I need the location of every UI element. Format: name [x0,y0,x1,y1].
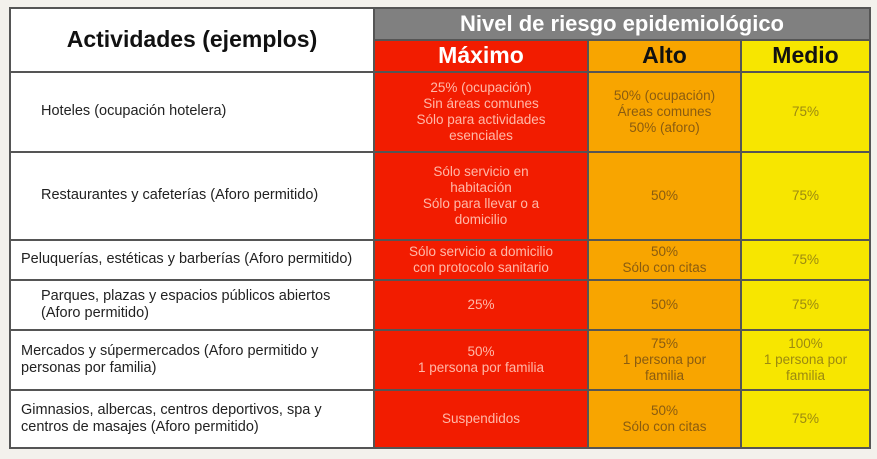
cell-line: 25% [467,296,495,312]
table-row: Peluquerías, estéticas y barberías (Afor… [9,239,872,281]
alto-cell: 50% Sólo con citas [587,389,742,449]
medio-cell: 100% 1 persona por familia [739,329,872,391]
alto-cell: 50% Sólo con citas [587,239,742,281]
table-row: Parques, plazas y espacios públicos abie… [9,279,872,331]
cell-line: 50% [650,402,679,418]
cell-line: habitación [450,179,512,195]
risk-level-header: Nivel de riesgo epidemiológico [372,7,872,41]
cell-line: Sin áreas comunes [423,95,539,111]
alto-cell: 75% 1 persona por familia [587,329,742,391]
activity-cell: Gimnasios, albercas, centros deportivos,… [9,389,375,449]
cell-line: 1 persona por [763,351,848,367]
level-maximo-header: Máximo [373,39,589,73]
activities-header: Actividades (ejemplos) [9,7,375,73]
maximo-cell: 50% 1 persona por familia [373,329,589,391]
table-row: Gimnasios, albercas, centros deportivos,… [9,389,872,449]
maximo-cell: Sólo servicio en habitación Sólo para llev… [373,151,589,241]
medio-cell: 75% [739,151,872,241]
cell-line: Suspendidos [441,410,521,426]
activity-cell: Parques, plazas y espacios públicos abie… [9,279,375,331]
alto-cell: 50% [587,279,742,331]
medio-cell: 75% [739,71,872,153]
cell-line: Sólo con citas [622,419,707,434]
activity-cell: Peluquerías, estéticas y barberías (Afor… [9,239,375,281]
activity-cell: Restaurantes y cafeterías (Aforo permiti… [9,151,375,241]
cell-line: domicilio [454,212,508,228]
cell-line: 25% (ocupación) [430,79,532,95]
medio-cell: 75% [739,279,872,331]
cell-line: 100% [788,335,823,351]
cell-line: 50% (aforo) [629,120,700,136]
alto-cell: 50% [587,151,742,241]
cell-line: 50% (ocupación) [613,87,716,103]
cell-line: Áreas comunes [617,103,712,119]
cell-line: esenciales [449,128,513,144]
cell-line: 75% [792,410,820,426]
cell-line: 75% [650,335,679,351]
cell-line: 1 persona por familia [417,360,545,375]
activity-cell: Hoteles (ocupación hotelera) [9,71,375,153]
table-row: Mercados y súpermercados (Aforo permitid… [9,329,872,391]
cell-line: 50% [650,243,679,259]
activity-cell: Mercados y súpermercados (Aforo permitid… [9,329,375,391]
medio-cell: 75% [739,239,872,281]
cell-line: Sólo servicio a domicilio [408,243,554,259]
cell-line: 75% [792,103,820,119]
cell-line: familia [644,368,684,384]
cell-line: 75% [792,296,820,312]
risk-level-table: Actividades (ejemplos) Nivel de riesgo e… [9,7,872,449]
cell-line: 50% [650,296,679,312]
cell-line: Sólo para llevar o a [422,196,540,211]
cell-line: Sólo para actividades [416,112,546,127]
cell-line: familia [786,368,826,384]
cell-line: 50% [467,343,495,359]
cell-line: Sólo con citas [622,260,707,275]
cell-line: 75% [792,187,820,203]
cell-line: con protocolo sanitario [413,260,549,275]
cell-line: 75% [792,251,820,267]
cell-line: 50% [650,187,679,203]
level-medio-header: Medio [739,39,872,73]
maximo-cell: 25% (ocupación) Sin áreas comunes Sólo par… [373,71,589,153]
cell-line: 1 persona por [622,351,707,367]
table-row: Restaurantes y cafeterías (Aforo permiti… [9,151,872,241]
maximo-cell: Suspendidos [373,389,589,449]
medio-cell: 75% [739,389,872,449]
level-alto-header: Alto [587,39,742,73]
table-row: Hoteles (ocupación hotelera) 25% (ocupaci… [9,71,872,153]
cell-line: Sólo servicio en [433,163,529,179]
alto-cell: 50% (ocupación) Áreas comunes 50% (aforo) [587,71,742,153]
maximo-cell: 25% [373,279,589,331]
maximo-cell: Sólo servicio a domicilio con protocolo s… [373,239,589,281]
